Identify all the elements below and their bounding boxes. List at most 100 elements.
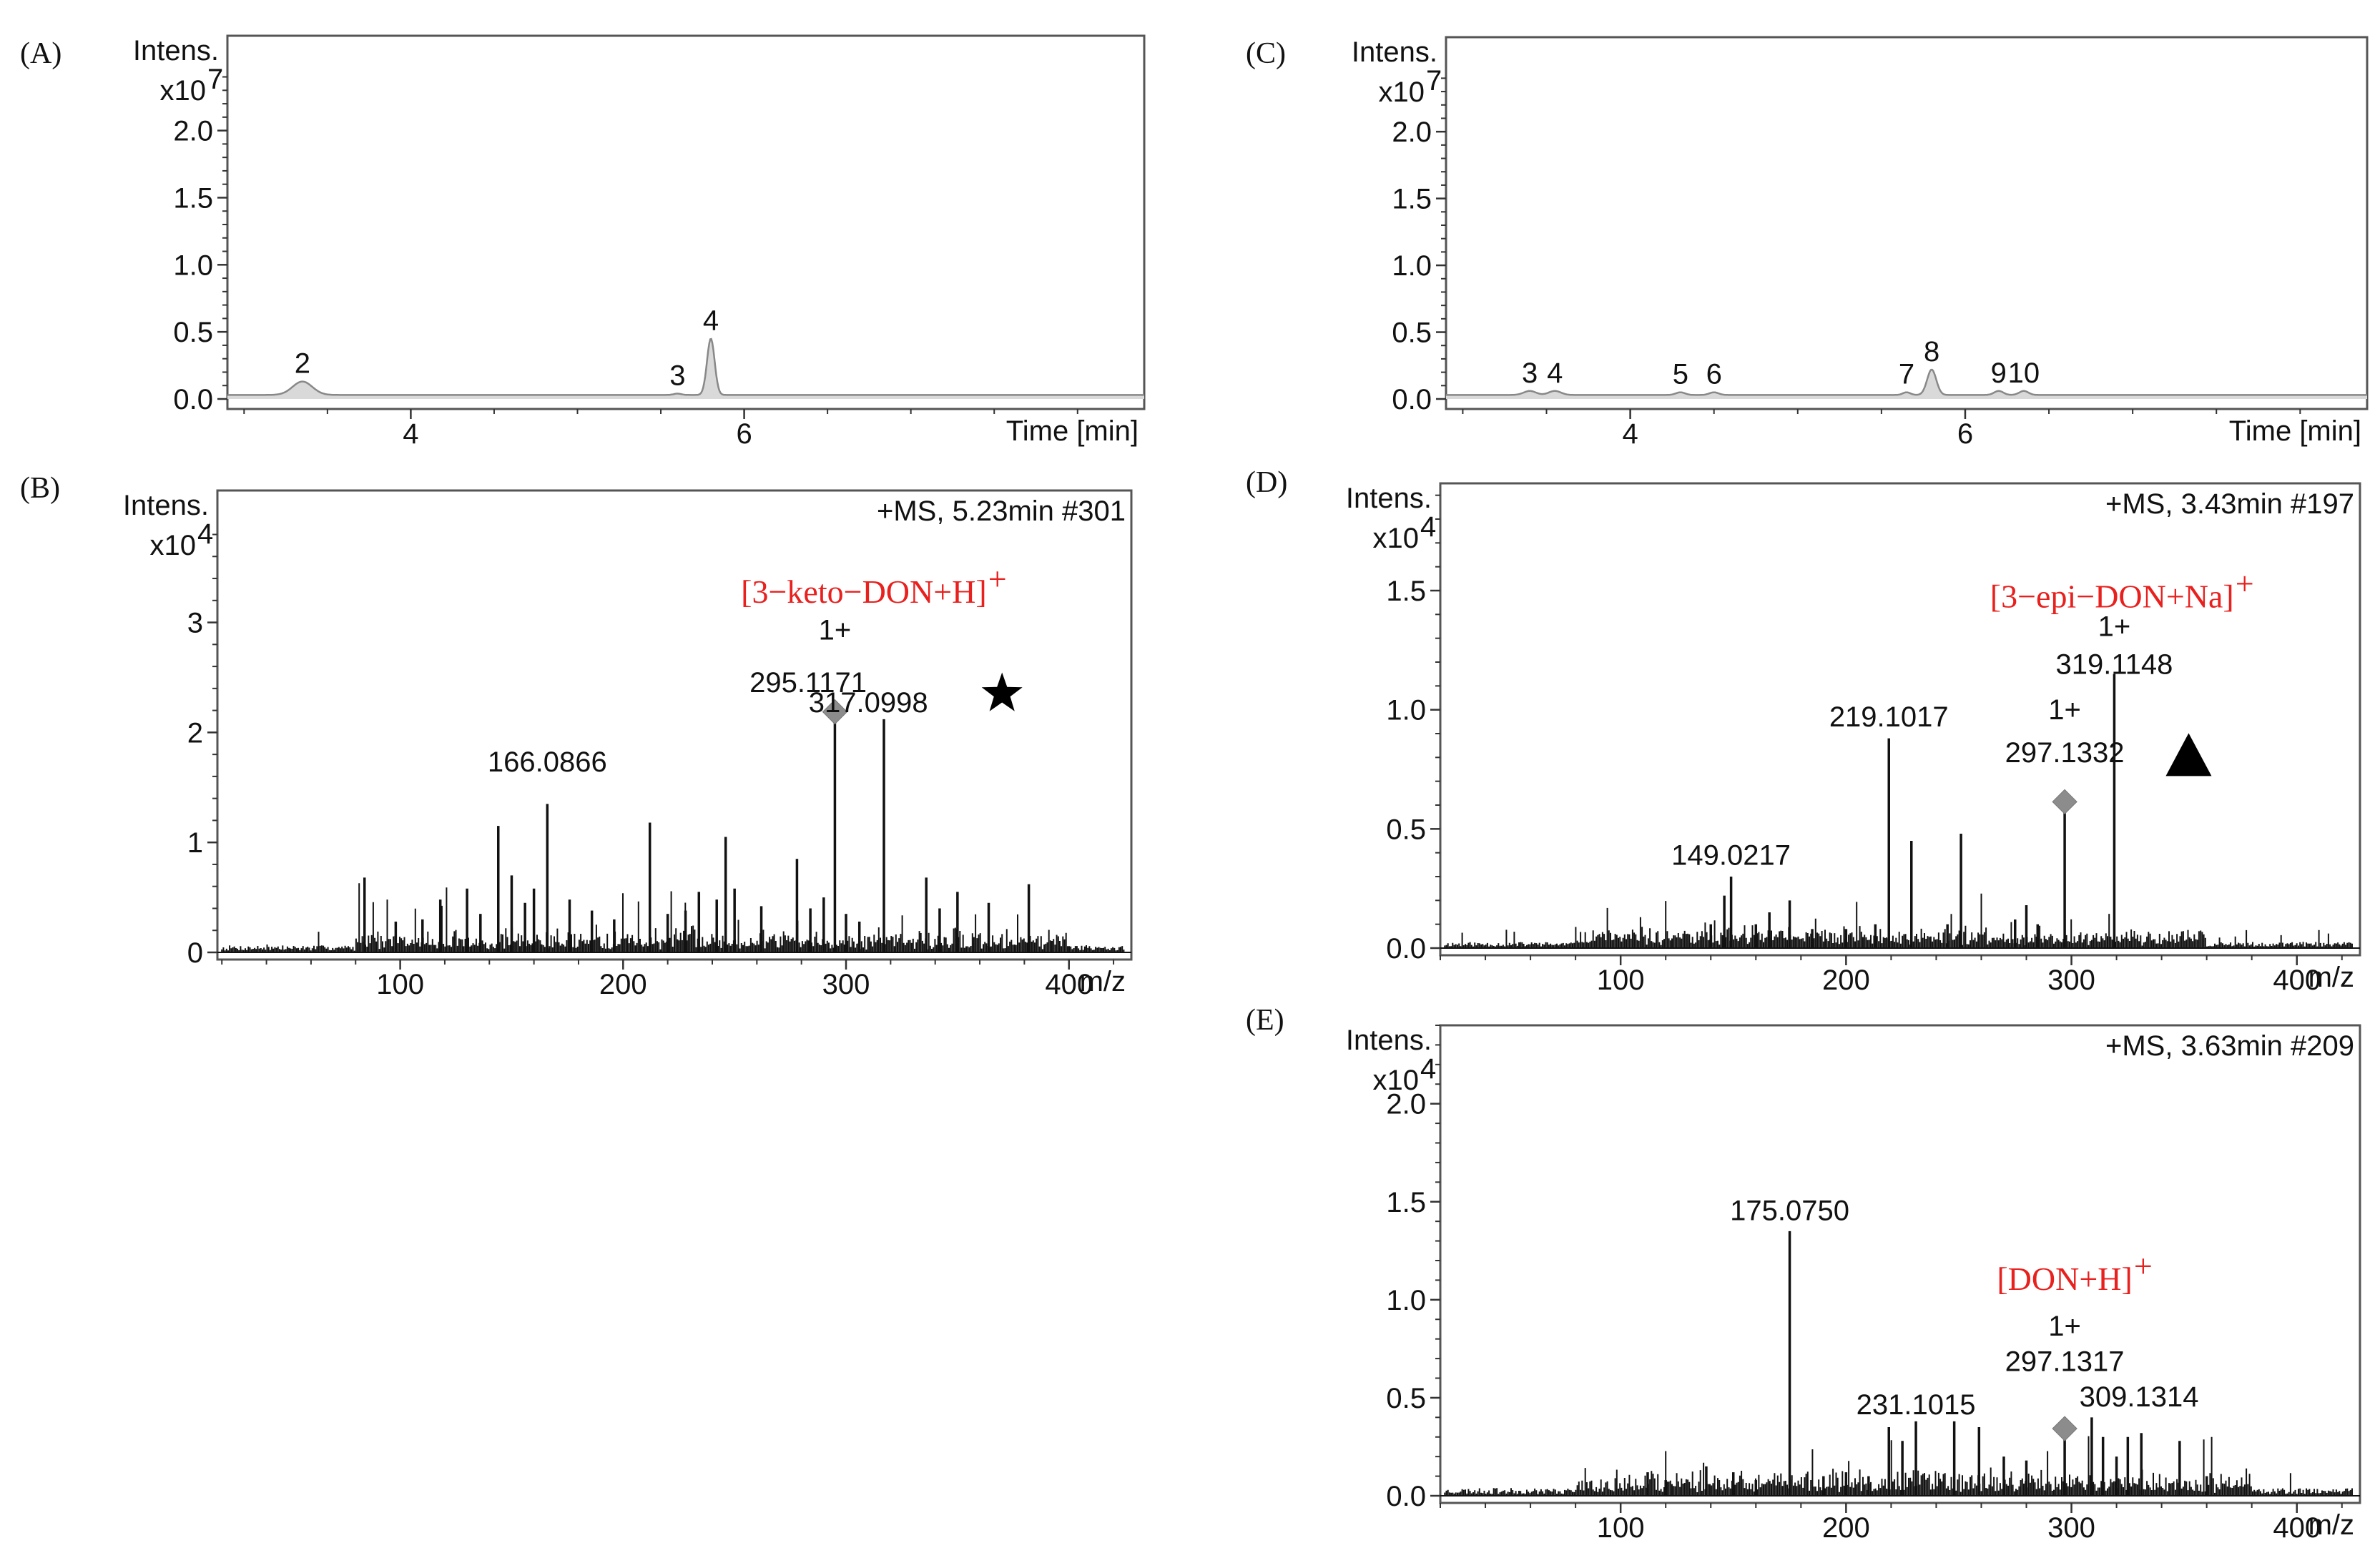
spectrum-noise xyxy=(1444,1436,2353,1496)
peak-label: 8 xyxy=(1924,336,1939,368)
peak-label: 2 xyxy=(295,348,310,380)
plot-frame xyxy=(216,489,1133,961)
x-tick-label: 200 xyxy=(1822,1512,1870,1544)
x-tick-label: 100 xyxy=(376,969,424,1000)
spectrum-header: +MS, 3.63min #209 xyxy=(2105,1030,2354,1062)
peak-annotation: 166.0866 xyxy=(488,746,607,778)
peak-annotation: 317.0998 xyxy=(809,687,928,719)
panel-a: (A) Intens. x10 7 Time [min] 0.0 0.5 1.0 1.5 2.0 4… xyxy=(20,34,1146,450)
peak-annotation: 319.1148 xyxy=(2055,649,2173,681)
peak-label: 3 xyxy=(669,360,685,391)
x-tick-label: 100 xyxy=(1597,1512,1645,1544)
spectrum-noise xyxy=(1444,893,2353,948)
panel-d: (D) Intens. x10 4 m/z 0.0 0.5 1.0 1.5 100 200 300 40… xyxy=(1246,466,2361,996)
y-tick-label: 2.0 xyxy=(1392,117,1432,148)
y-tick-label: 1.5 xyxy=(1386,576,1426,607)
precursor-diamond xyxy=(822,699,848,725)
y-axis-exponent-power: 4 xyxy=(1420,1053,1436,1085)
y-tick-label: 2.0 xyxy=(173,116,213,147)
y-tick-label: 0.0 xyxy=(1386,1481,1426,1512)
peak-label: 5 xyxy=(1673,359,1688,390)
ion-label-charge: + xyxy=(988,561,1007,597)
y-tick-label: 3 xyxy=(187,608,203,639)
ion-label-charge: + xyxy=(2236,565,2254,601)
y-axis-label: Intens. xyxy=(1346,483,1432,514)
x-axis-label: m/z xyxy=(2308,1509,2354,1541)
y-tick-label: 0.5 xyxy=(1386,1383,1426,1414)
x-tick-label: 6 xyxy=(1957,418,1973,450)
peak-annotation: 297.1332 xyxy=(2005,737,2125,769)
y-axis-exponent-power: 7 xyxy=(207,64,223,95)
y-tick-label: 0.0 xyxy=(173,384,213,415)
y-tick-label: 1.0 xyxy=(1386,695,1426,726)
peak-annotation: 1+ xyxy=(819,614,852,646)
y-axis-exponent: x10 xyxy=(1373,1065,1420,1096)
y-axis-exponent: x10 xyxy=(1379,77,1425,108)
triangle-marker xyxy=(2165,733,2212,776)
peak-annotation: 295.1171 xyxy=(749,667,867,699)
panel-label: (A) xyxy=(20,37,62,70)
x-tick-label: 300 xyxy=(2047,965,2095,996)
peak-annotation: 1+ xyxy=(2048,694,2081,726)
x-tick-label: 6 xyxy=(736,418,752,450)
x-axis-label: m/z xyxy=(1080,966,1126,997)
y-tick-label: 1.5 xyxy=(1392,184,1432,215)
peak-annotation: 175.0750 xyxy=(1730,1195,1849,1226)
x-axis-label: m/z xyxy=(2308,962,2354,993)
chromatogram-fill xyxy=(227,339,1144,399)
plot-frame xyxy=(1445,36,2369,410)
y-axis-exponent: x10 xyxy=(1373,523,1420,554)
y-tick-label: 1.0 xyxy=(1392,250,1432,282)
peak-label: 9 xyxy=(1991,358,2007,389)
peak-label: 6 xyxy=(1706,359,1722,390)
x-tick-label: 4 xyxy=(403,418,418,450)
x-tick-label: 4 xyxy=(1622,418,1638,450)
panel-label: (D) xyxy=(1246,466,1287,499)
chromatogram-trace xyxy=(1446,368,2367,396)
peak-annotation: 219.1017 xyxy=(1829,701,1949,733)
y-tick-label: 0.5 xyxy=(1392,317,1432,349)
y-tick-label: 0.0 xyxy=(1386,933,1426,965)
y-tick-label: 2 xyxy=(187,717,203,749)
y-axis-exponent-power: 4 xyxy=(1420,511,1436,543)
ion-label: [3−keto−DON+H] xyxy=(741,573,987,610)
y-tick-label: 0.0 xyxy=(1392,384,1432,415)
y-tick-label: 0.5 xyxy=(173,317,213,348)
y-axis-exponent: x10 xyxy=(160,75,207,107)
y-axis-exponent: x10 xyxy=(150,530,197,561)
y-tick-label: 1.0 xyxy=(1386,1285,1426,1316)
x-tick-label: 300 xyxy=(822,969,870,1000)
x-tick-label: 400 xyxy=(1045,969,1093,1000)
spectrum-header: +MS, 5.23min #301 xyxy=(877,495,1126,527)
spectrum-header: +MS, 3.43min #197 xyxy=(2105,488,2354,520)
x-tick-label: 100 xyxy=(1597,965,1645,996)
panel-b: (B) Intens. x10 4 m/z 0 1 2 3 100 200 300 400 +MS, 5.… xyxy=(20,472,1133,1000)
y-tick-label: 1 xyxy=(187,827,203,859)
y-tick-label: 1.5 xyxy=(1386,1187,1426,1218)
panel-label: (C) xyxy=(1246,37,1286,70)
precursor-diamond xyxy=(2052,789,2077,815)
peak-annotation: 1+ xyxy=(2098,611,2131,642)
peak-label: 3 xyxy=(1522,358,1538,389)
y-axis-label: Intens. xyxy=(1352,36,1437,68)
peak-label: 10 xyxy=(2008,358,2040,389)
y-axis-exponent-power: 7 xyxy=(1426,65,1442,97)
peak-label: 7 xyxy=(1899,359,1914,390)
panel-label: (E) xyxy=(1246,1004,1284,1037)
y-tick-label: 0.5 xyxy=(1386,814,1426,845)
peak-annotation: 297.1317 xyxy=(2005,1346,2125,1378)
x-tick-label: 300 xyxy=(2047,1512,2095,1544)
y-axis-label: Intens. xyxy=(133,35,219,66)
y-tick-label: 2.0 xyxy=(1386,1089,1426,1120)
y-axis-label: Intens. xyxy=(123,490,209,521)
ion-label: [3−epi−DON+Na] xyxy=(1990,578,2234,614)
chromatogram-trace xyxy=(227,337,1144,396)
peak-label: 4 xyxy=(703,305,719,337)
peak-annotation: 149.0217 xyxy=(1671,839,1791,871)
ion-label-charge: + xyxy=(2134,1248,2153,1284)
star-marker xyxy=(981,672,1023,711)
x-axis-label: Time [min] xyxy=(1006,415,1139,447)
plot-frame xyxy=(226,34,1146,410)
